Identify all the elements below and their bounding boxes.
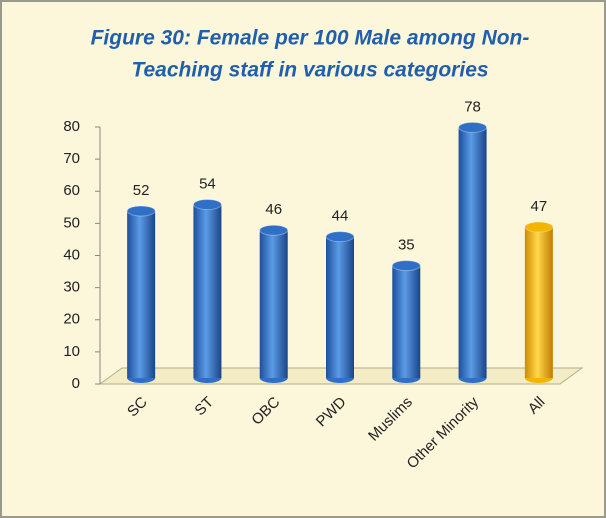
bar (392, 265, 421, 378)
bar-top (458, 121, 488, 133)
bar-top (325, 231, 355, 243)
y-tick-label: 70 (63, 150, 80, 167)
bar-top (391, 260, 421, 272)
y-tick-label: 60 (63, 182, 80, 199)
bar-top (524, 221, 554, 233)
bar-top (192, 199, 222, 211)
value-label: 47 (531, 198, 548, 215)
value-label: 54 (199, 175, 216, 192)
y-tick-label: 50 (63, 214, 80, 231)
y-tick-label: 0 (72, 375, 80, 392)
y-tick-label: 30 (63, 279, 80, 296)
y-tick-label: 40 (63, 246, 80, 263)
bar (458, 127, 487, 378)
y-tick-label: 10 (63, 343, 80, 360)
bar (326, 236, 354, 378)
y-tick-label: 20 (63, 311, 80, 328)
value-label: 52 (133, 182, 150, 199)
value-label: 78 (464, 98, 481, 115)
bar (193, 204, 222, 378)
chart-title: Figure 30: Female per 100 Male among Non… (91, 27, 530, 50)
bar-top (259, 224, 289, 236)
value-label: 46 (265, 201, 282, 218)
bar (524, 227, 553, 378)
chart-title: Teaching staff in various categories (131, 59, 488, 82)
bar (127, 210, 156, 378)
value-label: 35 (398, 237, 415, 254)
bar-top (126, 205, 156, 217)
value-label: 44 (332, 208, 349, 225)
bar (259, 230, 288, 378)
y-tick-label: 80 (63, 118, 80, 135)
